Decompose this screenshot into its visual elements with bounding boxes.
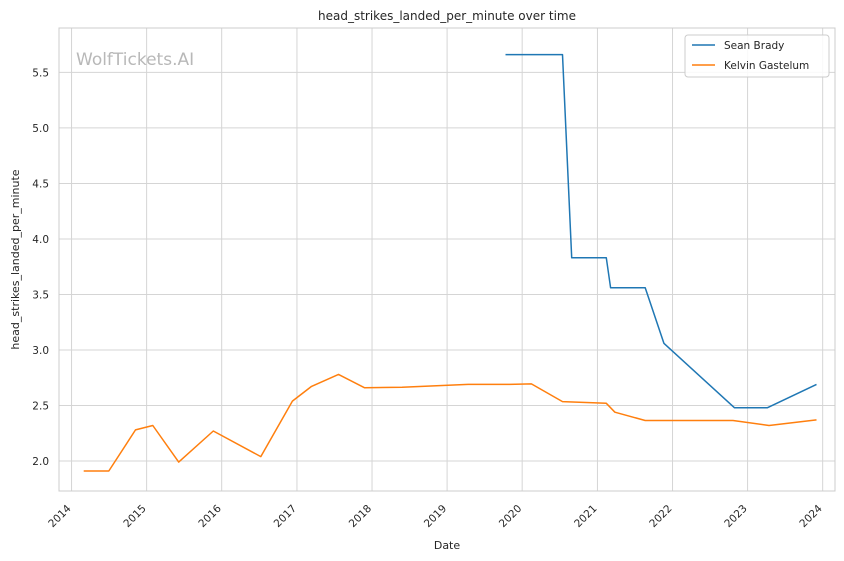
x-tick-label: 2014 [46, 502, 74, 530]
watermark-text: WolfTickets.AI [76, 50, 194, 70]
x-tick-label: 2018 [347, 503, 374, 530]
series-line [505, 53, 817, 409]
y-tick-label: 5.5 [32, 67, 49, 79]
y-tick-label: 4.5 [32, 178, 49, 190]
x-tick-labels: 2014 2015 2016 2017 2018 2019 2020 2021 2022 2023… [46, 502, 825, 530]
y-tick-label: 3.5 [32, 289, 49, 301]
legend-label: Kelvin Gastelum [724, 60, 809, 72]
y-tick-label: 3.0 [32, 345, 49, 357]
x-tick-label: 2017 [272, 503, 299, 530]
y-tick-label: 2.0 [32, 456, 49, 468]
x-axis-label: Date [434, 539, 461, 552]
series-line [83, 373, 817, 472]
y-tick-label: 5.0 [32, 123, 49, 135]
x-tick-label: 2015 [121, 503, 148, 530]
legend: Sean Brady Kelvin Gastelum [684, 34, 830, 78]
legend-label: Sean Brady [724, 40, 784, 52]
x-tick-label: 2024 [797, 502, 825, 530]
x-tick-label: 2019 [422, 503, 449, 530]
x-tick-label: 2022 [647, 503, 674, 530]
series-lines [83, 53, 817, 472]
legend-box [684, 34, 830, 78]
x-tick-label: 2021 [572, 503, 599, 530]
x-tick-label: 2020 [497, 503, 524, 530]
y-tick-label: 4.0 [32, 234, 49, 246]
grid [59, 28, 835, 491]
y-axis-label: head_strikes_landed_per_minute [9, 169, 22, 349]
x-tick-label: 2023 [722, 503, 749, 530]
plot-area [58, 27, 836, 492]
y-tick-labels: 2.0 2.5 3.0 3.5 4.0 4.5 5.0 5.5 [32, 67, 49, 468]
chart-title: head_strikes_landed_per_minute over time [318, 9, 576, 23]
y-tick-label: 2.5 [32, 401, 49, 413]
x-tick-label: 2016 [196, 502, 224, 530]
